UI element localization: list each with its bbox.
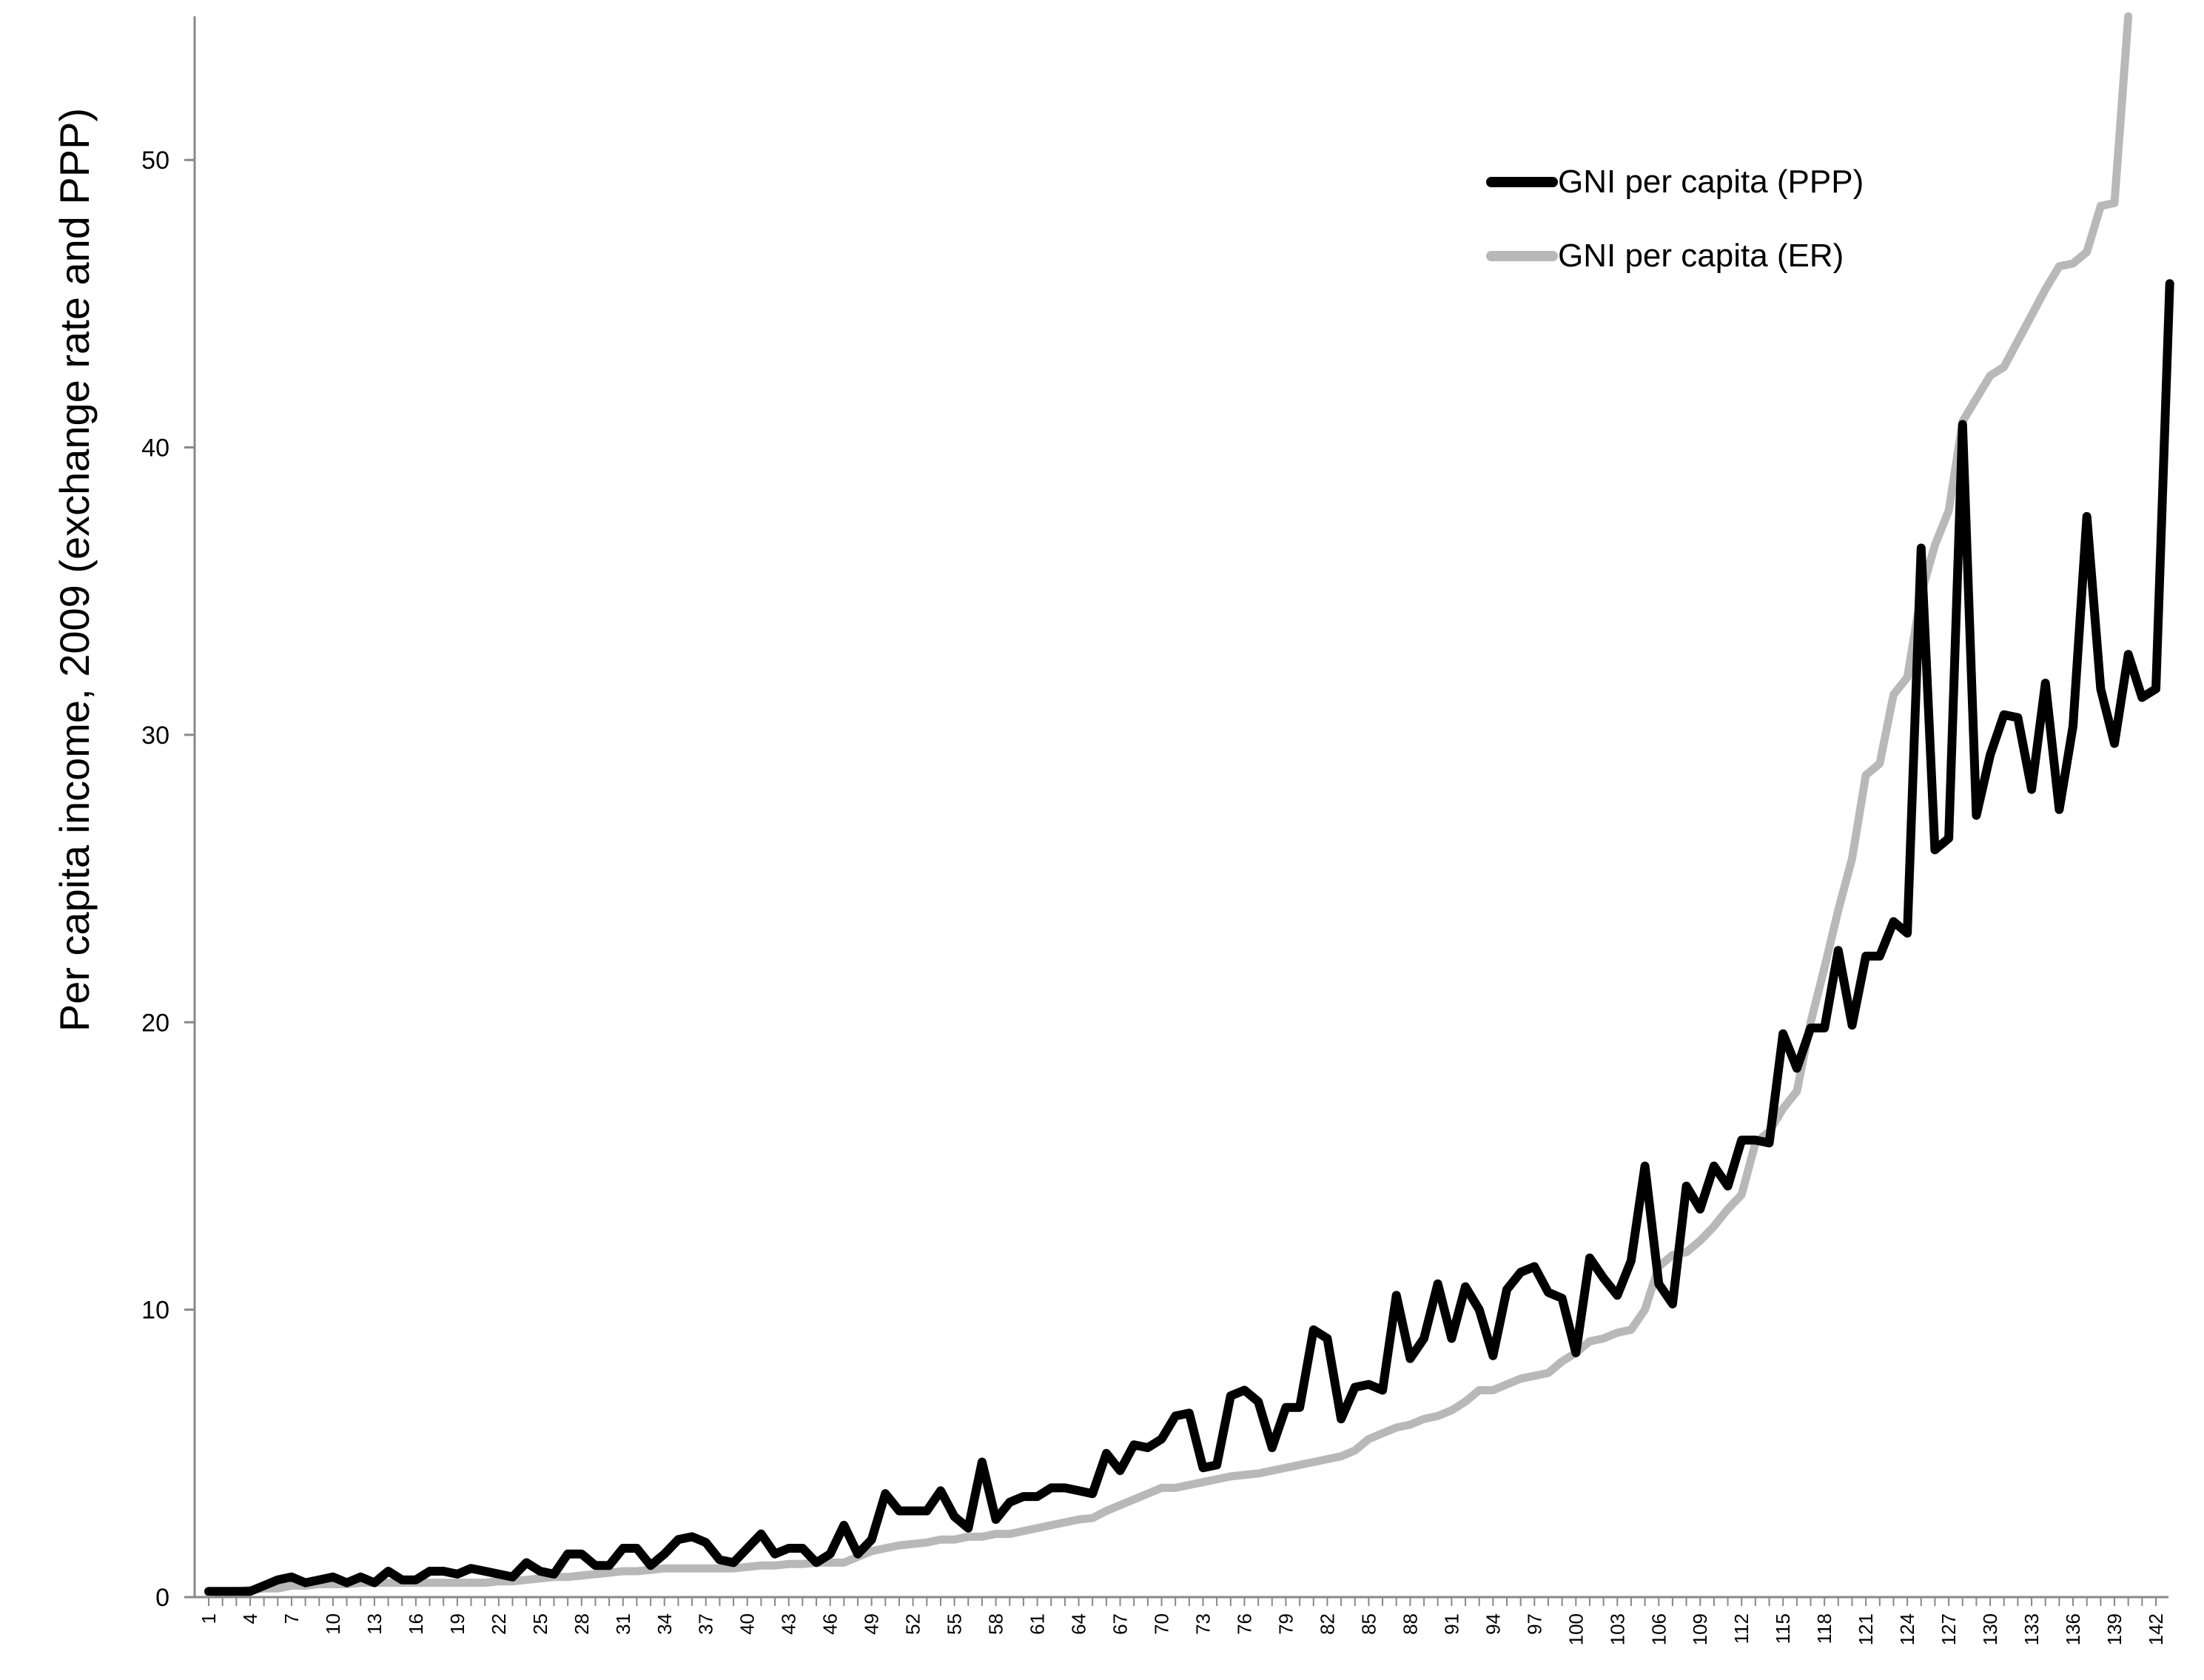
y-axis-ticks: 0 10 20 30 40 50 [141,147,195,1612]
x-tick-label: 97 [1523,1613,1545,1635]
x-tick-label: 10 [322,1613,344,1635]
series-layer [204,12,2174,1597]
x-tick-label: 88 [1399,1613,1421,1635]
x-tick-label: 52 [902,1613,924,1635]
x-tick-label: 109 [1689,1613,1711,1645]
x-tick-label: 139 [2103,1613,2126,1645]
x-tick-label: 100 [1565,1613,1587,1645]
legend-label: GNI per capita (ER) [1558,238,1844,274]
x-tick-label: 34 [654,1613,676,1635]
x-tick-label: 64 [1068,1613,1090,1635]
x-tick-label: 13 [363,1613,386,1635]
x-tick-label: 4 [239,1613,261,1624]
legend-label: GNI per capita (PPP) [1558,164,1864,200]
x-tick-label: 82 [1316,1613,1338,1635]
x-tick-label: 67 [1109,1613,1132,1635]
x-tick-label: 76 [1233,1613,1255,1635]
x-tick-label: 106 [1647,1613,1670,1645]
x-tick-label: 55 [944,1613,966,1635]
y-tick-label: 50 [141,147,169,175]
x-tick-label: 46 [819,1613,841,1635]
x-tick-label: 79 [1274,1613,1297,1635]
x-tick-label: 28 [571,1613,593,1635]
y-tick-label: 10 [141,1297,169,1325]
series-line-ppp [204,279,2174,1596]
x-tick-label: 121 [1855,1613,1877,1645]
x-tick-label: 70 [1151,1613,1173,1635]
x-tick-label: 124 [1896,1613,1918,1645]
x-tick-label: 61 [1027,1613,1049,1635]
x-tick-label: 73 [1192,1613,1214,1635]
x-tick-label: 118 [1813,1613,1835,1644]
x-tick-label: 16 [405,1613,427,1635]
x-tick-label: 19 [446,1613,468,1635]
legend: GNI per capita (PPP) GNI per capita (ER) [1486,164,1864,274]
x-tick-label: 85 [1357,1613,1380,1635]
y-tick-label: 20 [141,1009,169,1037]
x-tick-label: 1 [198,1613,220,1624]
x-tick-label: 25 [529,1613,551,1635]
y-tick-label: 30 [141,722,169,750]
y-tick-label: 40 [141,434,169,463]
axes: 0 10 20 30 40 50 1 4 7 10 13 16 19 22 25 28 31 34 37 40 43 4… [141,16,2168,1645]
x-tick-label: 103 [1606,1613,1628,1645]
x-tick-label: 7 [280,1613,303,1624]
y-axis-label: Per capita income, 2009 (exchange rate a… [51,108,98,1032]
x-tick-label: 133 [2020,1613,2043,1645]
x-tick-label: 31 [612,1613,634,1635]
x-tick-label: 130 [1979,1613,2001,1645]
x-tick-label: 136 [2062,1613,2084,1645]
x-tick-label: 43 [778,1613,800,1635]
x-tick-label: 94 [1482,1613,1504,1635]
x-tick-label: 112 [1730,1613,1753,1644]
x-tick-label: 49 [861,1613,883,1635]
x-tick-label: 22 [488,1613,510,1635]
x-axis-ticks: 1 4 7 10 13 16 19 22 25 28 31 34 37 40 43 46 49 52 55 58 61 6… [198,1597,2167,1645]
x-tick-label: 91 [1440,1613,1462,1635]
x-tick-label: 40 [736,1613,759,1635]
x-tick-label: 127 [1938,1613,1960,1645]
x-tick-label: 37 [695,1613,717,1635]
y-tick-label: 0 [155,1584,169,1612]
x-tick-label: 115 [1772,1613,1794,1644]
x-tick-label: 142 [2145,1613,2167,1645]
x-tick-label: 58 [985,1613,1007,1635]
